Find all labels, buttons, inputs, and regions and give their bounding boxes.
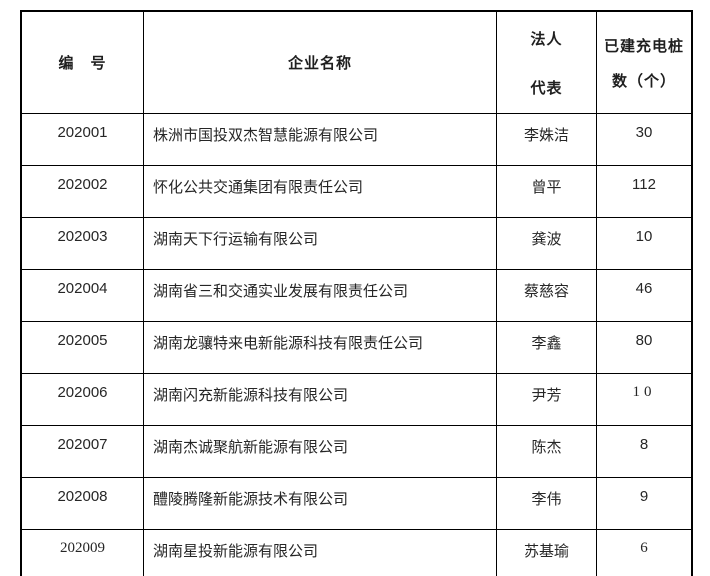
- cell-id: 202002: [57, 176, 108, 193]
- header-legal-rep-line1: 法人: [530, 30, 563, 48]
- header-id-label: 编 号: [58, 55, 107, 72]
- table-body: 202001 株洲市国投双杰智慧能源有限公司 李姝洁 30 202002 怀化公共交通集团…: [22, 114, 691, 576]
- cell-id: 202008: [57, 488, 108, 505]
- table-row: 202002 怀化公共交通集团有限责任公司 曾平 112: [22, 166, 691, 218]
- cell-company: 怀化公共交通集团有限责任公司: [143, 166, 496, 217]
- table-row: 202008 醴陵腾隆新能源技术有限公司 李伟 9: [22, 478, 691, 530]
- cell-company: 湖南省三和交通实业发展有限责任公司: [143, 270, 496, 321]
- cell-rep: 李鑫: [496, 322, 596, 373]
- table-row: 202007 湖南杰诚聚航新能源有限公司 陈杰 8: [22, 426, 691, 478]
- header-legal-rep-line2: 代表: [530, 79, 563, 97]
- header-company-label: 企业名称: [287, 55, 352, 72]
- cell-company: 醴陵腾隆新能源技术有限公司: [143, 478, 496, 529]
- cell-company: 株洲市国投双杰智慧能源有限公司: [143, 114, 496, 165]
- cell-rep: 李姝洁: [496, 114, 596, 165]
- cell-id: 202007: [57, 436, 108, 453]
- table-header-row: 编 号 企业名称 法人 代表 已建充电桩 数（个）: [22, 12, 691, 114]
- cell-count: 30: [596, 114, 691, 165]
- header-pile-count: 已建充电桩 数（个）: [596, 12, 691, 113]
- table-row: 202009 湖南星投新能源有限公司 苏基瑜 6: [22, 530, 691, 576]
- header-pile-count-line2: 数（个）: [611, 72, 676, 90]
- cell-count: 10: [596, 374, 691, 425]
- cell-count: 112: [596, 166, 691, 217]
- cell-rep: 曾平: [496, 166, 596, 217]
- cell-company: 湖南星投新能源有限公司: [143, 530, 496, 576]
- cell-count: 6: [596, 530, 691, 576]
- table-row: 202005 湖南龙骧特来电新能源科技有限责任公司 李鑫 80: [22, 322, 691, 374]
- charging-operators-table: 编 号 企业名称 法人 代表 已建充电桩 数（个） 202001 株洲市国投双杰智…: [20, 10, 693, 576]
- cell-rep: 龚波: [496, 218, 596, 269]
- header-pile-count-line1: 已建充电桩: [603, 37, 684, 55]
- table-row: 202006 湖南闪充新能源科技有限公司 尹芳 10: [22, 374, 691, 426]
- cell-count: 80: [596, 322, 691, 373]
- cell-rep: 李伟: [496, 478, 596, 529]
- cell-id: 202003: [57, 228, 108, 245]
- cell-id: 202006: [57, 384, 108, 401]
- cell-rep: 陈杰: [496, 426, 596, 477]
- cell-count: 9: [596, 478, 691, 529]
- cell-company: 湖南天下行运输有限公司: [143, 218, 496, 269]
- cell-count: 8: [596, 426, 691, 477]
- cell-id: 202004: [57, 280, 108, 297]
- cell-company: 湖南杰诚聚航新能源有限公司: [143, 426, 496, 477]
- cell-count: 46: [596, 270, 691, 321]
- table-row: 202003 湖南天下行运输有限公司 龚波 10: [22, 218, 691, 270]
- cell-id: 202005: [57, 332, 108, 349]
- cell-company: 湖南龙骧特来电新能源科技有限责任公司: [143, 322, 496, 373]
- table-row: 202004 湖南省三和交通实业发展有限责任公司 蔡慈容 46: [22, 270, 691, 322]
- cell-id: 202009: [60, 540, 105, 556]
- cell-count: 10: [596, 218, 691, 269]
- cell-rep: 苏基瑜: [496, 530, 596, 576]
- cell-company: 湖南闪充新能源科技有限公司: [143, 374, 496, 425]
- cell-rep: 蔡慈容: [496, 270, 596, 321]
- table-row: 202001 株洲市国投双杰智慧能源有限公司 李姝洁 30: [22, 114, 691, 166]
- header-legal-rep: 法人 代表: [496, 12, 596, 113]
- cell-rep: 尹芳: [496, 374, 596, 425]
- cell-id: 202001: [57, 124, 108, 141]
- header-id: 编 号: [22, 12, 143, 113]
- header-company: 企业名称: [143, 12, 496, 113]
